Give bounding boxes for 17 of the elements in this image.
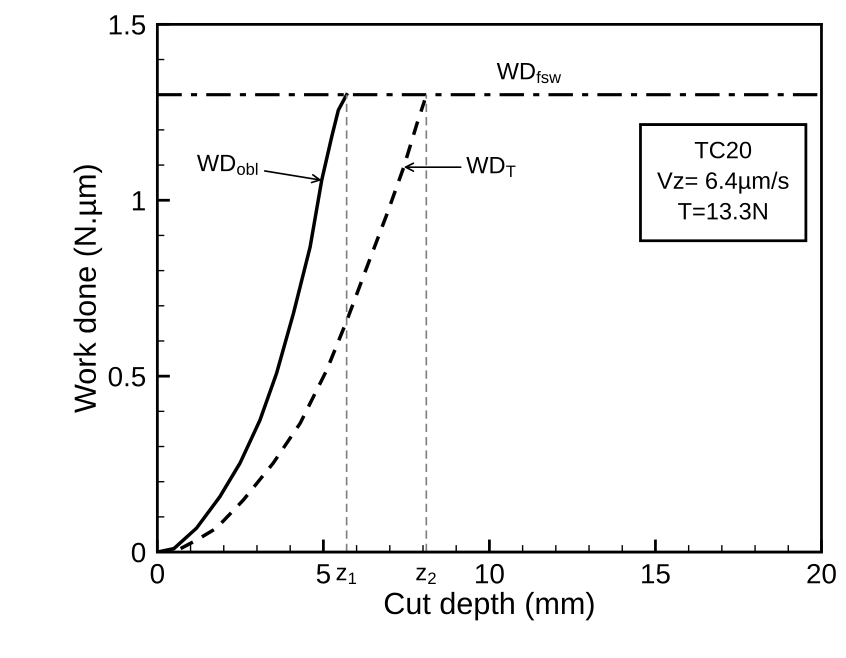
y-tick-label: 1.5 [110,15,146,35]
x-axis-title: Cut depth (mm) [384,592,594,620]
x-tick-label: 10 [476,564,504,584]
ref-line-label: WD$_{fsw}$ [496,62,562,84]
annotation: WD$_{T}$ [466,156,516,177]
annotation: TC20 Vz= 6.4µm/s T=13.3N [657,142,789,220]
y-tick-label: 0 [132,542,146,562]
y-tick-label: 0.5 [108,366,146,386]
y-tick-label: 1 [132,191,145,210]
y-axis-title: Work done (N.µm) [74,165,102,413]
ref-line-label: z$_{2}$ [416,568,436,584]
x-tick-label: 20 [807,564,836,584]
ref-line-label: z$_{1}$ [336,568,356,584]
x-tick-label: 5 [316,564,330,584]
x-tick-label: 0 [150,564,164,584]
x-tick-label: 15 [642,564,670,584]
annotation: WD$_{obl}$ [196,154,258,175]
